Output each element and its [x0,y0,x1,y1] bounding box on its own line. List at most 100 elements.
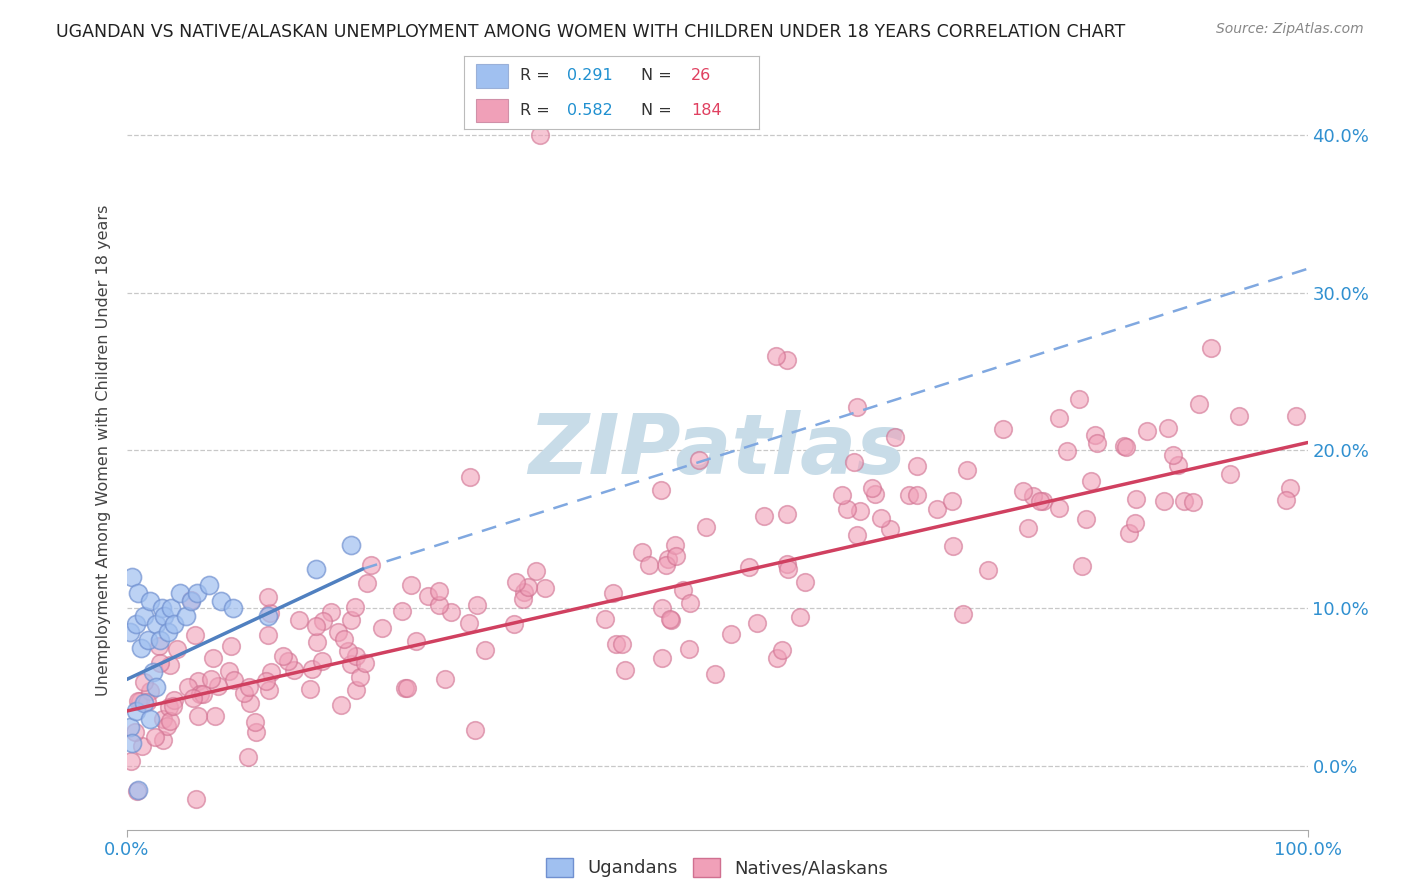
Point [344,682,367,697]
Point [1123,516,1146,531]
Point [125,704,148,718]
Point [245,724,267,739]
Point [120,720,142,734]
Point [163,617,186,632]
Point [180,593,202,607]
Point [465,598,488,612]
Point [427,584,450,599]
Point [657,551,679,566]
Point [305,619,328,633]
Point [159,700,181,714]
Point [1199,341,1222,355]
Point [120,625,142,640]
Point [1084,428,1107,442]
Point [440,605,463,619]
Point [614,663,637,677]
Point [672,582,695,597]
Point [1067,392,1090,407]
Point [180,593,202,607]
Point [198,578,221,592]
Point [344,648,367,663]
Point [505,574,527,589]
Point [1080,475,1102,489]
Point [1076,512,1098,526]
Text: Source: ZipAtlas.com: Source: ZipAtlas.com [1216,22,1364,37]
Point [720,627,742,641]
Point [120,754,142,768]
Point [176,680,198,694]
Point [860,481,883,495]
Point [405,634,427,648]
Point [232,686,254,700]
Point [394,681,416,695]
Point [766,651,789,665]
Point [650,483,672,497]
Point [905,459,928,474]
Point [139,712,162,726]
Point [529,128,551,142]
Point [1167,458,1189,472]
Point [631,545,654,559]
Point [778,562,800,576]
Text: 26: 26 [692,69,711,84]
Point [503,617,526,632]
Point [219,639,242,653]
Point [738,560,761,574]
Point [326,625,349,640]
Point [301,662,323,676]
Point [651,600,673,615]
Point [256,673,278,688]
Point [1056,444,1078,458]
Point [942,539,965,553]
Point [127,784,149,798]
Point [340,613,363,627]
Point [371,621,394,635]
Point [238,680,260,694]
Point [141,665,163,679]
Point [1156,421,1178,435]
Point [152,732,174,747]
Text: N =: N = [641,69,678,84]
Point [218,664,240,678]
Point [188,687,211,701]
Point [845,528,868,542]
Point [898,488,921,502]
Point [125,617,148,632]
Point [956,463,979,477]
Point [526,564,548,578]
Point [1017,521,1039,535]
Point [427,598,450,612]
Point [257,683,280,698]
Point [659,613,682,627]
Point [665,549,688,563]
Point [1070,559,1092,574]
Point [516,580,538,594]
Point [257,609,280,624]
Text: 0.291: 0.291 [568,69,613,84]
Point [149,656,172,670]
Point [593,612,616,626]
Point [865,487,887,501]
Point [160,601,183,615]
Point [395,681,418,695]
Point [1029,493,1052,508]
Point [655,558,678,573]
Point [145,617,167,632]
Point [884,430,907,444]
Point [339,657,361,671]
Point [534,581,557,595]
Point [166,641,188,656]
Point [1161,448,1184,462]
Point [127,585,149,599]
Point [1278,481,1301,495]
Point [1115,440,1137,454]
Point [695,520,717,534]
Point [776,352,799,367]
Point [879,522,901,536]
Point [1188,396,1211,410]
Point [1136,425,1159,439]
Point [343,599,366,614]
Point [136,695,159,709]
Point [789,610,811,624]
Point [638,558,661,572]
